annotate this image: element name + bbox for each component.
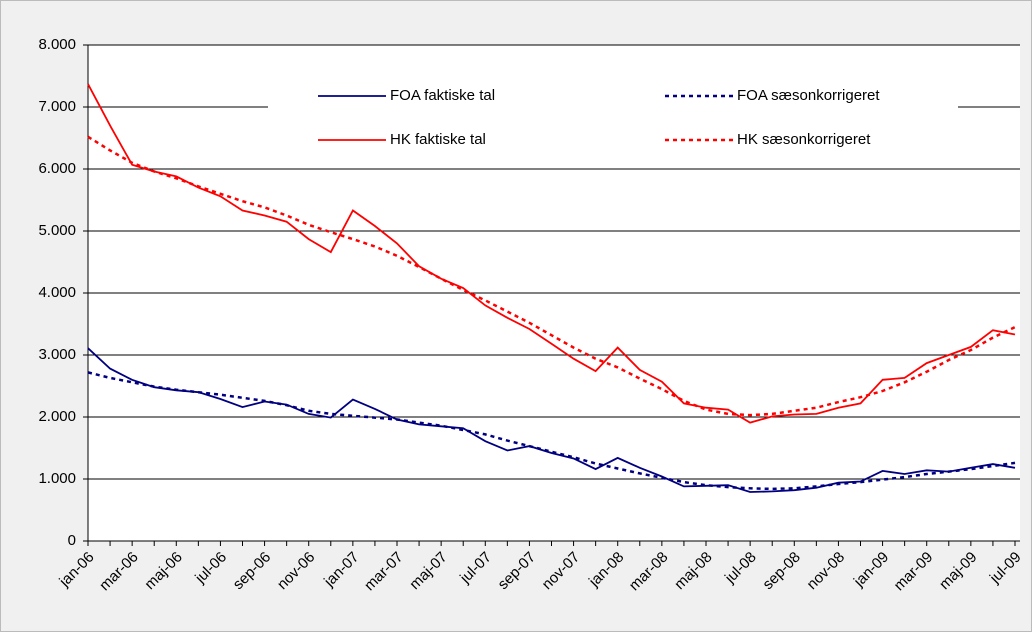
legend-box (268, 76, 958, 162)
y-tick-label: 3.000 (38, 346, 76, 363)
y-tick-label: 0 (68, 532, 76, 549)
legend-label: FOA faktiske tal (390, 87, 495, 104)
y-tick-label: 4.000 (38, 284, 76, 301)
data-line (87, 371, 1016, 491)
y-tick-label: 8.000 (38, 36, 76, 53)
y-tick-label: 2.000 (38, 408, 76, 425)
data-line (87, 135, 1016, 417)
y-tick-label: 1.000 (38, 470, 76, 487)
legend-label: FOA sæsonkorrigeret (737, 87, 880, 104)
legend-label: HK sæsonkorrigeret (737, 131, 871, 148)
y-tick-label: 7.000 (38, 98, 76, 115)
data-line (87, 83, 1016, 424)
legend-label: HK faktiske tal (390, 131, 486, 148)
legend: FOA faktiske tal FOA sæsonkorrigeret HK fa… (268, 76, 958, 162)
y-tick-label: 6.000 (38, 160, 76, 177)
y-tick-label: 5.000 (38, 222, 76, 239)
